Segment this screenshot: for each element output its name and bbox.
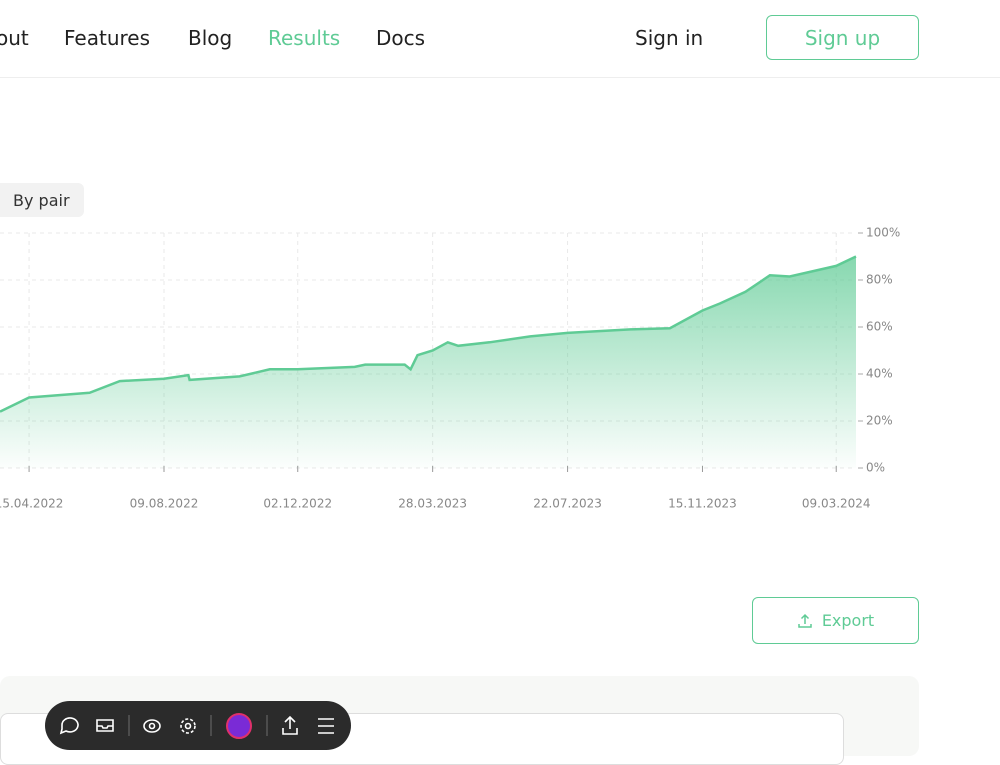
area-fill bbox=[0, 256, 856, 468]
x-tick-label: 15.11.2023 bbox=[668, 497, 737, 511]
toolbar bbox=[45, 701, 351, 750]
toolbar-icons bbox=[59, 713, 334, 739]
x-tick-label: 02.12.2022 bbox=[263, 497, 332, 511]
export-label: Export bbox=[821, 611, 875, 630]
navbar: out Features Blog Results Docs Sign in S… bbox=[0, 0, 1000, 78]
y-tick-label: 0% bbox=[866, 461, 885, 475]
nav-link[interactable]: out bbox=[0, 26, 29, 50]
y-tick-label: 60% bbox=[866, 320, 893, 334]
x-tick-label: 09.08.2022 bbox=[130, 497, 199, 511]
y-tick-label: 20% bbox=[866, 414, 893, 428]
nav-link[interactable]: Blog bbox=[188, 26, 233, 50]
nav-link[interactable]: Results bbox=[268, 26, 341, 50]
y-tick-label: 80% bbox=[866, 273, 893, 287]
export-button[interactable]: Export bbox=[752, 597, 919, 644]
filter-tab[interactable]: By pair bbox=[0, 183, 84, 217]
x-tick-label: 28.03.2023 bbox=[398, 497, 467, 511]
y-tick-label: 40% bbox=[866, 367, 893, 381]
sign-up[interactable]: Sign up bbox=[766, 15, 919, 60]
y-tick-label: 100% bbox=[866, 226, 900, 240]
export-icon bbox=[798, 613, 812, 628]
nav-link[interactable]: Docs bbox=[376, 26, 426, 50]
line bbox=[0, 255, 857, 413]
x-tick-label: 15.04.2022 bbox=[0, 497, 63, 511]
nav-link[interactable]: Features bbox=[64, 26, 150, 50]
sign-in[interactable]: Sign in bbox=[635, 26, 704, 50]
x-tick-label: 22.07.2023 bbox=[533, 497, 602, 511]
x-tick-label: 09.03.2024 bbox=[802, 497, 871, 511]
chart: 0% 20% 40% 60% 80% 100% 15.04.2022 09.08.2022 02… bbox=[0, 226, 900, 511]
